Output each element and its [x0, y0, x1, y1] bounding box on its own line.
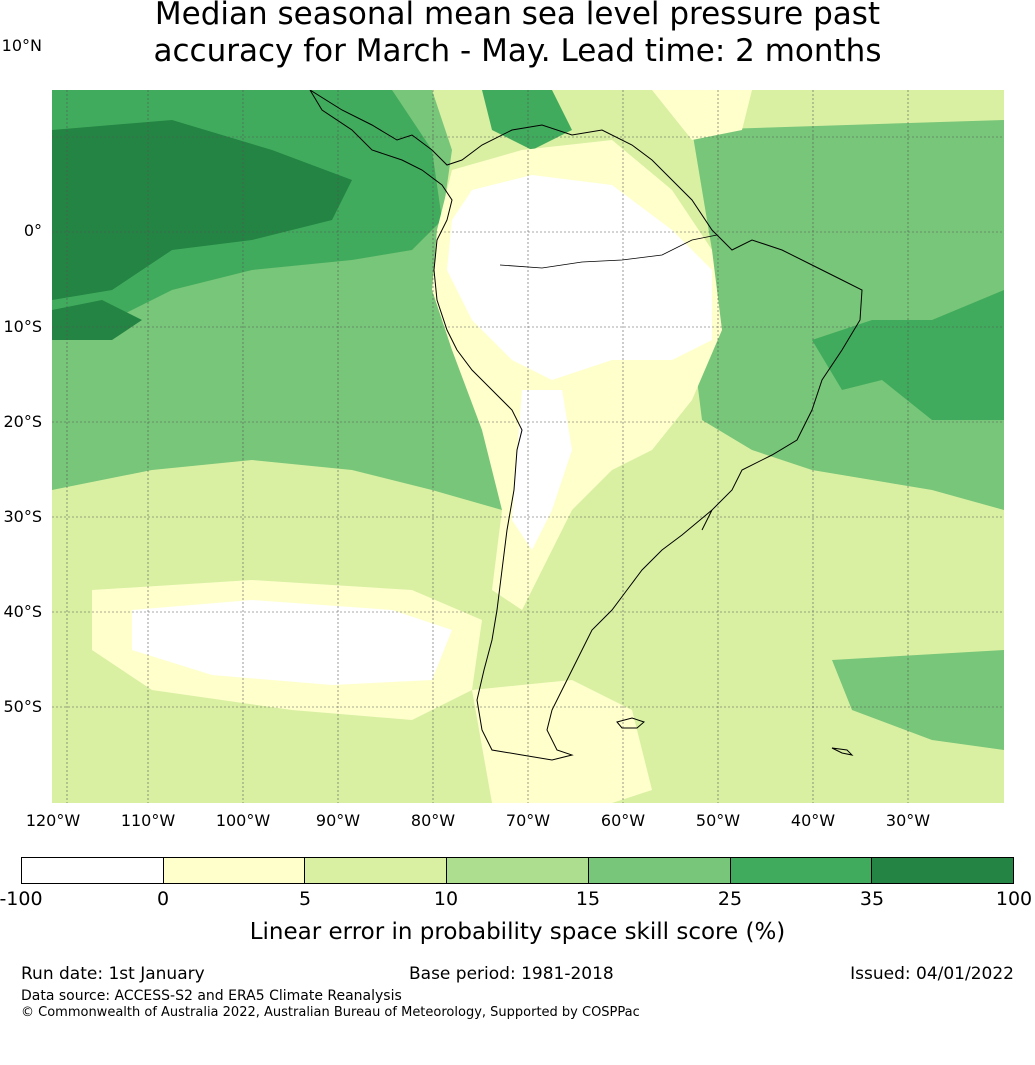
skill-score-map: [52, 90, 1004, 803]
lon-label-70w: 70°W: [505, 811, 551, 830]
lon-label-90w: 90°W: [315, 811, 361, 830]
title-line-2: accuracy for March - May. Lead time: 2 m…: [153, 33, 882, 69]
colorbar-segment: [22, 858, 164, 883]
colorbar-segment: [872, 858, 1014, 883]
run-date: Run date: 1st January: [21, 964, 205, 984]
colorbar-tick: 10: [433, 888, 459, 910]
lat-label-20s: 20°S: [3, 413, 42, 431]
colorbar-segment: [163, 858, 306, 883]
copyright: © Commonwealth of Australia 2022, Austra…: [21, 1005, 640, 1020]
lon-label-60w: 60°W: [600, 811, 646, 830]
falkland-islands: [616, 717, 645, 729]
lat-label-text: 50°S: [3, 697, 42, 716]
colorbar-segment: [447, 858, 589, 883]
data-source: Data source: ACCESS-S2 and ERA5 Climate …: [21, 988, 402, 1004]
lon-label-30w: 30°W: [885, 811, 931, 830]
map-gridlines: [52, 90, 1004, 803]
colorbar-tick: 0: [156, 888, 170, 910]
skill-region-neg-south-pacific: [132, 600, 452, 685]
lat-label-text: 10°N: [1, 36, 42, 55]
skill-region-0-5-southern: [472, 680, 652, 803]
colorbar-tick: 25: [717, 888, 743, 910]
lon-label-50w: 50°W: [695, 811, 741, 830]
skill-region-neg-andes: [512, 390, 572, 550]
skill-region-35-100-pacific-south: [52, 300, 142, 340]
lat-label-10n: 10°N: [2, 37, 42, 55]
base-period: Base period: 1981-2018: [409, 964, 614, 984]
lat-label-text: 40°S: [3, 602, 42, 621]
map-title: Median seasonal mean sea level pressure …: [0, 0, 1035, 70]
issued-date: Issued: 04/01/2022: [850, 964, 1014, 984]
lat-label-text: 10°S: [3, 317, 42, 336]
skill-region-neg-amazon: [447, 175, 712, 380]
skill-region-35-100-pacific: [52, 120, 352, 300]
colorbar: [21, 857, 1014, 884]
lat-label-text: 0°: [23, 221, 42, 240]
lat-label-40s: 40°S: [3, 603, 42, 621]
colorbar-segment: [305, 858, 448, 883]
lat-label-50s: 50°S: [3, 698, 42, 716]
skill-region-0-5-atlantic-north: [652, 90, 752, 140]
skill-region-15-25-south-atlantic: [832, 650, 1004, 750]
amazon-river: [499, 234, 718, 269]
lat-label-text: 30°S: [3, 507, 42, 526]
colorbar-tick: 100: [995, 888, 1033, 910]
lon-label-110w: 110°W: [120, 811, 176, 830]
lat-label-0: 0°: [24, 222, 42, 240]
lon-label-80w: 80°W: [410, 811, 456, 830]
south-america-coastline: [309, 90, 863, 761]
colorbar-label: Linear error in probability space skill …: [249, 919, 786, 945]
colorbar-tick: 5: [298, 888, 312, 910]
skill-region-25-35-caribbean: [482, 90, 572, 150]
lat-label-30s: 30°S: [3, 508, 42, 526]
lon-label-100w: 100°W: [215, 811, 271, 830]
colorbar-segment: [588, 858, 731, 883]
title-line-1: Median seasonal mean sea level pressure …: [154, 0, 881, 32]
lat-label-text: 20°S: [3, 412, 42, 431]
lon-label-40w: 40°W: [790, 811, 836, 830]
lat-label-10s: 10°S: [3, 318, 42, 336]
colorbar-tick: -100: [0, 888, 43, 910]
colorbar-tick: 35: [859, 888, 885, 910]
lon-label-120w: 120°W: [25, 811, 81, 830]
map-svg: [52, 90, 1004, 803]
south-georgia: [831, 747, 854, 756]
colorbar-segment: [730, 858, 873, 883]
colorbar-tick: 15: [575, 888, 601, 910]
